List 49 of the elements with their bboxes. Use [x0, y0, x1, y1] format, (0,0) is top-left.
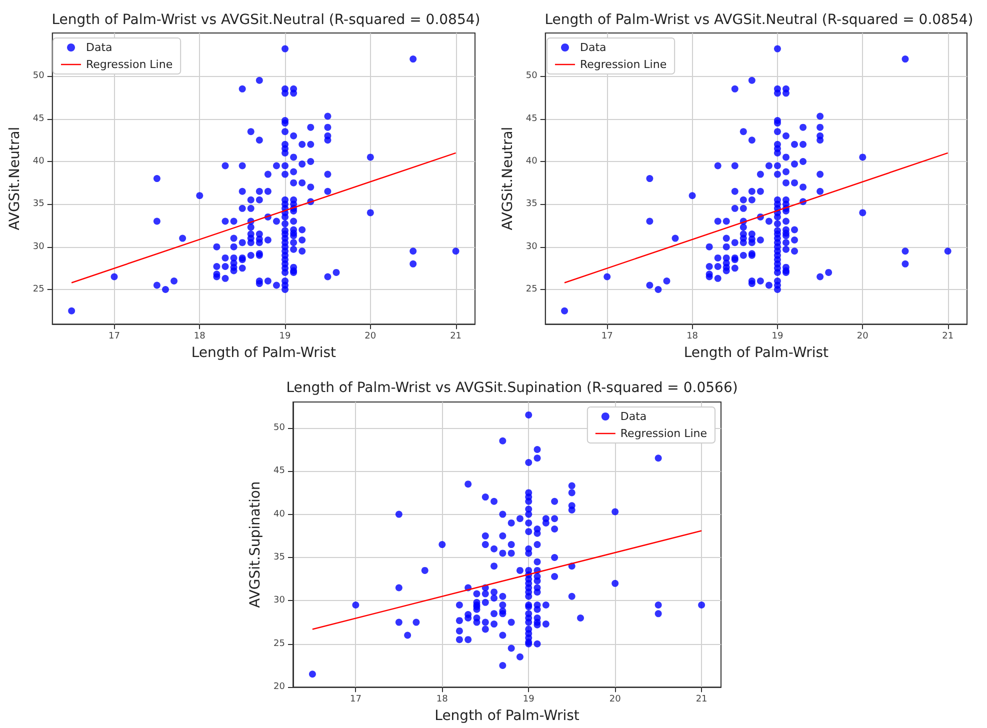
x-axis-title: Length of Palm-Wrist	[191, 345, 337, 361]
legend-label: Regression Line	[580, 58, 667, 71]
x-tick-label: 17	[601, 332, 613, 342]
x-tick-label: 19	[522, 694, 535, 705]
legend-label: Data	[580, 41, 606, 54]
x-tick-label: 19	[772, 332, 784, 342]
y-tick-label: 25	[526, 284, 538, 295]
y-tick-label: 45	[32, 114, 44, 124]
x-axis-title: Length of Palm-Wrist	[434, 708, 580, 724]
y-tick-label: 45	[274, 466, 285, 476]
y-tick-label: 30	[526, 242, 538, 252]
chart-title: Length of Palm-Wrist vs AVGSit.Neutral (R-squared = 0.0854)	[544, 12, 974, 28]
y-tick-label: 35	[32, 199, 44, 210]
y-tick-label: 40	[32, 156, 45, 166]
y-tick-label: 25	[32, 284, 44, 295]
y-axis-title: AVGSit.Neutral	[7, 126, 23, 230]
y-tick-label: 35	[526, 199, 538, 210]
x-tick-label: 19	[279, 332, 292, 342]
y-tick-label: 25	[274, 638, 285, 649]
x-tick-label: 18	[436, 694, 448, 705]
x-tick-label: 18	[686, 332, 698, 342]
y-axis-title: AVGSit.Neutral	[500, 126, 516, 230]
y-tick-label: 20	[274, 682, 286, 692]
y-tick-label: 50	[526, 71, 538, 82]
x-axis-title: Length of Palm-Wrist	[684, 345, 830, 361]
x-tick-label: 17	[108, 332, 120, 342]
y-tick-label: 40	[274, 509, 286, 520]
x-tick-label: 21	[696, 694, 708, 705]
legend-label: Regression Line	[86, 58, 173, 71]
x-tick-label: 18	[194, 332, 206, 342]
y-tick-label: 30	[32, 242, 45, 252]
x-tick-label: 20	[364, 332, 376, 342]
x-tick-label: 20	[609, 694, 622, 705]
x-tick-label: 17	[350, 694, 362, 705]
x-tick-label: 21	[942, 332, 954, 342]
x-tick-label: 20	[856, 332, 869, 342]
legend-label: Data	[620, 410, 647, 423]
y-tick-label: 35	[274, 552, 285, 563]
y-tick-label: 30	[274, 596, 286, 606]
legend-label: Regression Line	[620, 427, 708, 440]
y-tick-label: 45	[526, 114, 538, 124]
chart-title: Length of Palm-Wrist vs AVGSit.Neutral (R-squared = 0.0854)	[52, 12, 480, 28]
chart-title: Length of Palm-Wrist vs AVGSit.Supination (R-squared = 0.0566)	[286, 380, 738, 396]
y-tick-label: 50	[274, 422, 286, 433]
y-axis-title: AVGSit.Supination	[248, 481, 264, 608]
y-tick-label: 40	[526, 156, 538, 166]
legend-label: Data	[86, 41, 112, 54]
y-tick-label: 50	[32, 71, 45, 82]
x-tick-label: 21	[450, 332, 462, 342]
